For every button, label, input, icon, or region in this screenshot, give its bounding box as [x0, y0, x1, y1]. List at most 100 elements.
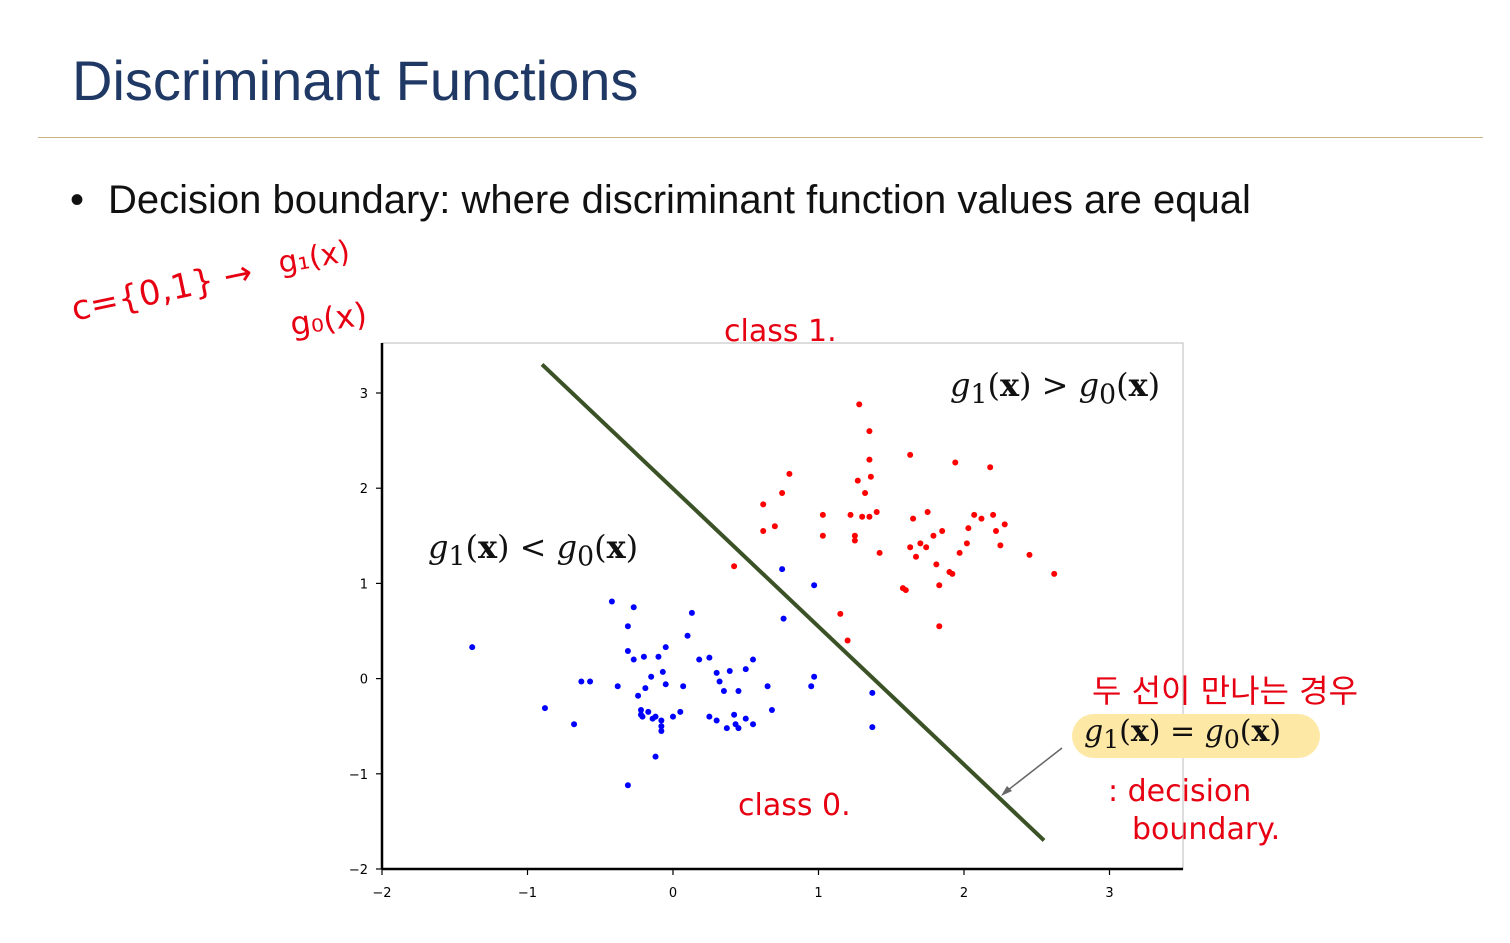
class1-point — [866, 513, 873, 520]
class1-point — [907, 544, 914, 551]
x-tick-label: −2 — [372, 886, 391, 901]
class1-point — [847, 511, 854, 518]
class0-point — [662, 681, 669, 688]
class0-point — [735, 687, 742, 694]
class0-point — [630, 656, 637, 663]
class1-point — [933, 561, 940, 568]
class0-point — [658, 723, 665, 730]
x-tick-label: 1 — [814, 886, 822, 901]
class0-point — [680, 683, 687, 690]
class1-point — [851, 532, 858, 539]
class0-point — [624, 647, 631, 654]
slide-title: Discriminant Functions — [72, 49, 639, 112]
class0-point — [670, 713, 676, 720]
class1-point — [1026, 551, 1033, 558]
class0-point — [750, 656, 757, 663]
class0-point — [735, 725, 742, 732]
x-tick-label: 2 — [960, 886, 968, 901]
bullet-text: Decision boundary: where discriminant fu… — [108, 178, 1251, 222]
class1-point — [910, 515, 917, 522]
class0-point — [742, 715, 749, 722]
class0-point — [869, 724, 876, 731]
class0-point — [614, 683, 621, 690]
y-tick-label: −2 — [349, 863, 368, 878]
class1-point — [956, 549, 963, 556]
class0-point — [780, 615, 787, 622]
class1-point — [997, 542, 1004, 549]
class0-point — [808, 683, 815, 690]
class0-point — [655, 653, 662, 660]
class1-point — [862, 489, 869, 496]
class0-point — [731, 711, 738, 718]
class0-point — [652, 753, 659, 760]
korean-annotation: 두 선이 만나는 경우 — [1092, 672, 1359, 710]
class1-point — [856, 401, 863, 408]
class0-point — [648, 673, 655, 680]
class0-point — [811, 582, 818, 589]
class0-point — [764, 683, 771, 690]
class1-point — [760, 528, 767, 535]
class1-point — [867, 473, 874, 480]
class0-point — [587, 678, 594, 685]
class0-point — [720, 687, 727, 694]
class0-point — [635, 692, 642, 699]
class1-point — [851, 537, 858, 544]
class0-point — [713, 717, 720, 724]
class0-point — [723, 725, 730, 732]
y-tick-label: 2 — [360, 482, 368, 497]
plot-frame — [381, 342, 1184, 870]
class0-point — [652, 713, 659, 720]
class1-point — [990, 511, 997, 518]
class1-point — [866, 456, 873, 463]
class1-point — [859, 513, 866, 520]
class0-point — [726, 667, 733, 674]
class0-point — [637, 707, 644, 714]
class0-point — [624, 623, 631, 630]
class1-point — [907, 451, 914, 458]
class1-point — [952, 459, 959, 466]
class0-point — [716, 678, 723, 685]
class0-point — [571, 721, 578, 728]
equation-lower-region: g1(x) < g0(x) — [428, 528, 639, 573]
class0-point — [713, 669, 720, 676]
class1-point — [939, 528, 946, 535]
bullet-dot-icon: • — [70, 178, 85, 222]
class1-point — [917, 540, 924, 547]
class1-point — [936, 582, 943, 589]
x-tick-label: 0 — [669, 886, 677, 901]
class0-point — [750, 721, 757, 728]
class0-point — [706, 713, 713, 720]
class1-point — [876, 549, 883, 556]
class0-point — [608, 598, 615, 605]
class1-point — [965, 525, 972, 532]
decision-annotation-line2: boundary. — [1132, 812, 1281, 847]
class0-point — [658, 727, 665, 734]
x-tick-label: −1 — [518, 886, 537, 901]
class0-point — [811, 673, 818, 680]
class0-point — [578, 678, 585, 685]
class1-point — [837, 610, 844, 617]
class1-point — [731, 563, 738, 570]
class1-point — [786, 470, 793, 477]
class0-point — [541, 705, 548, 712]
class0-annotation: class 0. — [738, 788, 851, 823]
class1-point — [924, 509, 931, 515]
class0-point — [696, 656, 703, 663]
class1-point — [902, 587, 909, 594]
class0-point — [659, 668, 666, 675]
class1-point — [987, 464, 994, 471]
class0-point — [662, 644, 669, 651]
class0-point — [706, 654, 713, 661]
x-tick-label: 3 — [1105, 886, 1113, 901]
class0-point — [642, 685, 649, 692]
class1-point — [993, 528, 1000, 535]
class1-point — [819, 532, 826, 539]
boundary-pointer-arrow — [1002, 747, 1063, 795]
class0-point — [768, 707, 775, 714]
decision-annotation-line1: : decision — [1108, 774, 1252, 809]
class0-point — [742, 666, 749, 673]
class0-point — [684, 632, 691, 639]
class1-point — [866, 428, 873, 435]
class0-point — [640, 653, 647, 660]
